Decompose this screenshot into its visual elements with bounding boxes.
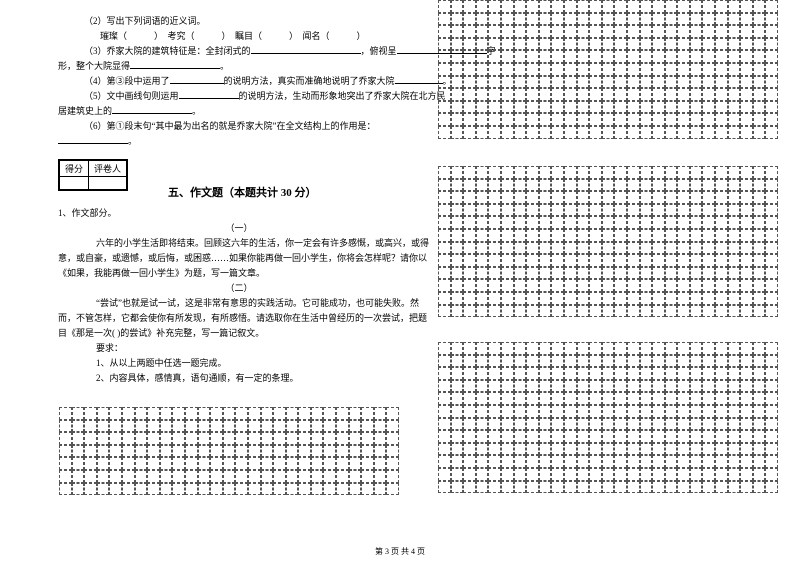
q6-t: 。 [128,136,137,146]
essay-p2-title: （二） [58,281,420,296]
q6-blank[interactable] [58,134,128,144]
section-5-title: 五、作文题（本题共计 30 分） [168,184,420,200]
q6-p: （6）第①段末句“其中最为出名的就是乔家大院”在全文结构上的作用是： [84,121,376,131]
q4-m: 的说明方法，真实而准确地说明了乔家大院 [224,76,395,86]
q3-line2: 形，整个大院显得 。 [58,59,420,74]
q2-words: 璀璨（ ） 考究（ ） 瞩目（ ） 闻名（ ） [58,29,420,44]
score-cell-score[interactable] [60,177,89,190]
q4-p: （4）第③段中运用了 [84,76,170,86]
q2-prefix: （2）写出下列词语的近义词。 [58,14,420,29]
q3-line1: （3）乔家大院的建筑特征是：全封闭式的，俯视呈字 [58,44,420,59]
q5-line2: 居建筑史上的 。 [58,104,420,119]
page-footer: 第 3 页 共 4 页 [0,546,800,557]
essay-p1-3: 《如果，我能再做一回小学生》为题，写一篇文章。 [58,266,420,281]
score-table: 得分 评卷人 [58,159,128,191]
score-header-grader: 评卷人 [89,161,127,177]
q3-l2p: 形，整个大院显得 [58,61,130,71]
q5-t: 。 [192,106,201,116]
essay-p1-1: 六年的小学生活即将结束。回顾这六年的生活，你一定会有许多感慨，或高兴，或得 [58,236,420,251]
q5-line1: （5）文中画线句则运用的说明方法，生动而形象地突出了乔家大院在北方民 [58,89,420,104]
score-header-score: 得分 [60,161,89,177]
essay-p2-3: 目《那是一次( )的尝试》补充完整，写一篇记叙文。 [58,326,420,341]
writing-grid-bot-right[interactable] [438,342,778,493]
essay-req2: 2、内容具体，感情真，语句通顺，有一定的条理。 [58,371,420,386]
q6-line1: （6）第①段末句“其中最为出名的就是乔家大院”在全文结构上的作用是： [58,119,420,134]
essay-p2-1: “尝试”也就是试一试，这是非常有意思的实践活动。它可能成功，也可能失败。然 [58,296,420,311]
q5-m: 的说明方法，生动而形象地突出了乔家大院在北方民 [239,91,446,101]
essay-p2-2: 而，不管怎样，它都会使你有所发现，有所感悟。请选取你在生活中曾经历的一次尝试，把… [58,311,420,326]
q5-p: （5）文中画线句则运用 [84,91,179,101]
q5-blank1[interactable] [179,89,239,99]
essay-p1-2: 意，或自豪，或遗憾，或后悔，或困惑……如果你能再做一回小学生，你将会怎样呢？请你… [58,251,420,266]
writing-grid-bot-left[interactable] [59,407,399,495]
q6-line2: 。 [58,134,420,149]
q4-blank2[interactable] [395,74,443,84]
q3-t4: 。 [220,61,229,71]
left-column: （2）写出下列词语的近义词。 璀璨（ ） 考究（ ） 瞩目（ ） 闻名（ ） （… [58,14,420,386]
exam-page: （2）写出下列词语的近义词。 璀璨（ ） 考究（ ） 瞩目（ ） 闻名（ ） （… [0,0,800,565]
q3-blank1[interactable] [251,44,361,54]
essay-p1-title: （一） [58,221,420,236]
q3-t1: （3）乔家大院的建筑特征是：全封闭式的 [84,46,251,56]
q3-blank3[interactable] [130,59,220,69]
score-cell-grader[interactable] [89,177,127,190]
essay-l1: 1、作文部分。 [58,206,420,221]
writing-grid-top-right[interactable] [438,0,778,139]
q4-blank1[interactable] [170,74,224,84]
q4-line: （4）第③段中运用了的说明方法，真实而准确地说明了乔家大院。 [58,74,420,89]
writing-grid-mid-right[interactable] [438,166,778,317]
q5-l2p: 居建筑史上的 [58,106,112,116]
essay-req-label: 要求： [58,341,420,356]
essay-req1: 1、从以上两题中任选一题完成。 [58,356,420,371]
q5-blank2[interactable] [112,104,192,114]
q3-t2: ，俯视呈 [361,46,397,56]
